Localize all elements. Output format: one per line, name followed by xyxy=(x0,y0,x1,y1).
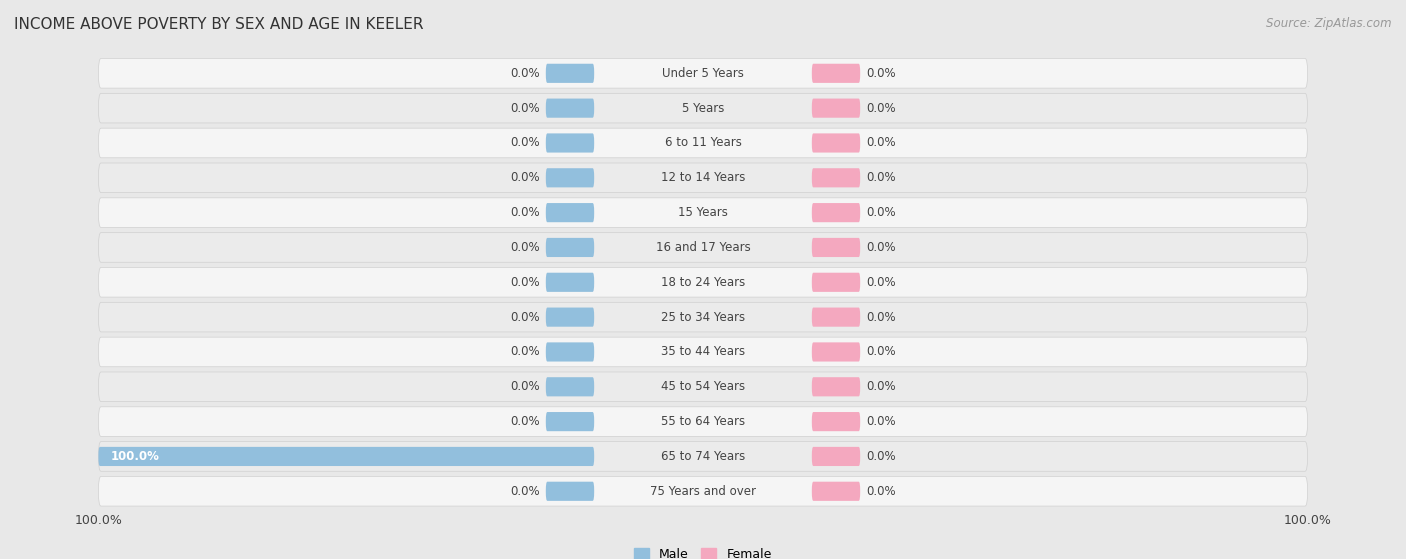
Text: 0.0%: 0.0% xyxy=(866,206,896,219)
Text: 18 to 24 Years: 18 to 24 Years xyxy=(661,276,745,289)
Text: 0.0%: 0.0% xyxy=(510,136,540,149)
FancyBboxPatch shape xyxy=(546,134,595,153)
FancyBboxPatch shape xyxy=(546,168,595,187)
FancyBboxPatch shape xyxy=(546,273,595,292)
FancyBboxPatch shape xyxy=(98,93,1308,123)
Text: 0.0%: 0.0% xyxy=(510,206,540,219)
Text: 16 and 17 Years: 16 and 17 Years xyxy=(655,241,751,254)
FancyBboxPatch shape xyxy=(98,442,1308,471)
Text: 0.0%: 0.0% xyxy=(866,102,896,115)
Text: 12 to 14 Years: 12 to 14 Years xyxy=(661,171,745,184)
FancyBboxPatch shape xyxy=(98,268,1308,297)
FancyBboxPatch shape xyxy=(811,98,860,118)
FancyBboxPatch shape xyxy=(98,476,1308,506)
Text: 0.0%: 0.0% xyxy=(510,276,540,289)
Text: 0.0%: 0.0% xyxy=(866,380,896,394)
FancyBboxPatch shape xyxy=(811,134,860,153)
FancyBboxPatch shape xyxy=(811,377,860,396)
FancyBboxPatch shape xyxy=(98,198,1308,228)
Text: 0.0%: 0.0% xyxy=(866,345,896,358)
FancyBboxPatch shape xyxy=(811,203,860,222)
FancyBboxPatch shape xyxy=(98,233,1308,262)
FancyBboxPatch shape xyxy=(546,307,595,326)
Text: 0.0%: 0.0% xyxy=(866,67,896,80)
FancyBboxPatch shape xyxy=(98,59,1308,88)
FancyBboxPatch shape xyxy=(98,407,1308,437)
Text: 35 to 44 Years: 35 to 44 Years xyxy=(661,345,745,358)
FancyBboxPatch shape xyxy=(98,372,1308,401)
FancyBboxPatch shape xyxy=(811,342,860,362)
Text: 0.0%: 0.0% xyxy=(510,171,540,184)
Text: 0.0%: 0.0% xyxy=(510,311,540,324)
FancyBboxPatch shape xyxy=(811,307,860,326)
Text: 0.0%: 0.0% xyxy=(510,415,540,428)
FancyBboxPatch shape xyxy=(98,337,1308,367)
Text: 5 Years: 5 Years xyxy=(682,102,724,115)
FancyBboxPatch shape xyxy=(546,342,595,362)
Text: 0.0%: 0.0% xyxy=(866,311,896,324)
Legend: Male, Female: Male, Female xyxy=(630,543,776,559)
FancyBboxPatch shape xyxy=(811,64,860,83)
FancyBboxPatch shape xyxy=(811,447,860,466)
FancyBboxPatch shape xyxy=(811,238,860,257)
Text: 25 to 34 Years: 25 to 34 Years xyxy=(661,311,745,324)
FancyBboxPatch shape xyxy=(546,377,595,396)
Text: 0.0%: 0.0% xyxy=(866,415,896,428)
FancyBboxPatch shape xyxy=(98,302,1308,332)
Text: 0.0%: 0.0% xyxy=(510,102,540,115)
FancyBboxPatch shape xyxy=(546,98,595,118)
Text: 65 to 74 Years: 65 to 74 Years xyxy=(661,450,745,463)
FancyBboxPatch shape xyxy=(811,412,860,431)
Text: Under 5 Years: Under 5 Years xyxy=(662,67,744,80)
Text: 0.0%: 0.0% xyxy=(510,67,540,80)
Text: 0.0%: 0.0% xyxy=(866,136,896,149)
Text: 6 to 11 Years: 6 to 11 Years xyxy=(665,136,741,149)
Text: 0.0%: 0.0% xyxy=(510,380,540,394)
Text: Source: ZipAtlas.com: Source: ZipAtlas.com xyxy=(1267,17,1392,30)
FancyBboxPatch shape xyxy=(811,168,860,187)
Text: 55 to 64 Years: 55 to 64 Years xyxy=(661,415,745,428)
Text: 15 Years: 15 Years xyxy=(678,206,728,219)
FancyBboxPatch shape xyxy=(98,163,1308,193)
Text: 0.0%: 0.0% xyxy=(866,450,896,463)
FancyBboxPatch shape xyxy=(811,482,860,501)
Text: 0.0%: 0.0% xyxy=(866,241,896,254)
Text: INCOME ABOVE POVERTY BY SEX AND AGE IN KEELER: INCOME ABOVE POVERTY BY SEX AND AGE IN K… xyxy=(14,17,423,32)
Text: 0.0%: 0.0% xyxy=(866,485,896,498)
Text: 0.0%: 0.0% xyxy=(510,485,540,498)
FancyBboxPatch shape xyxy=(546,412,595,431)
Text: 0.0%: 0.0% xyxy=(510,345,540,358)
FancyBboxPatch shape xyxy=(98,128,1308,158)
Text: 100.0%: 100.0% xyxy=(111,450,159,463)
FancyBboxPatch shape xyxy=(546,238,595,257)
FancyBboxPatch shape xyxy=(811,273,860,292)
Text: 0.0%: 0.0% xyxy=(866,276,896,289)
FancyBboxPatch shape xyxy=(546,482,595,501)
Text: 75 Years and over: 75 Years and over xyxy=(650,485,756,498)
Text: 0.0%: 0.0% xyxy=(866,171,896,184)
FancyBboxPatch shape xyxy=(546,64,595,83)
Text: 0.0%: 0.0% xyxy=(510,241,540,254)
Text: 45 to 54 Years: 45 to 54 Years xyxy=(661,380,745,394)
FancyBboxPatch shape xyxy=(98,447,595,466)
FancyBboxPatch shape xyxy=(546,203,595,222)
